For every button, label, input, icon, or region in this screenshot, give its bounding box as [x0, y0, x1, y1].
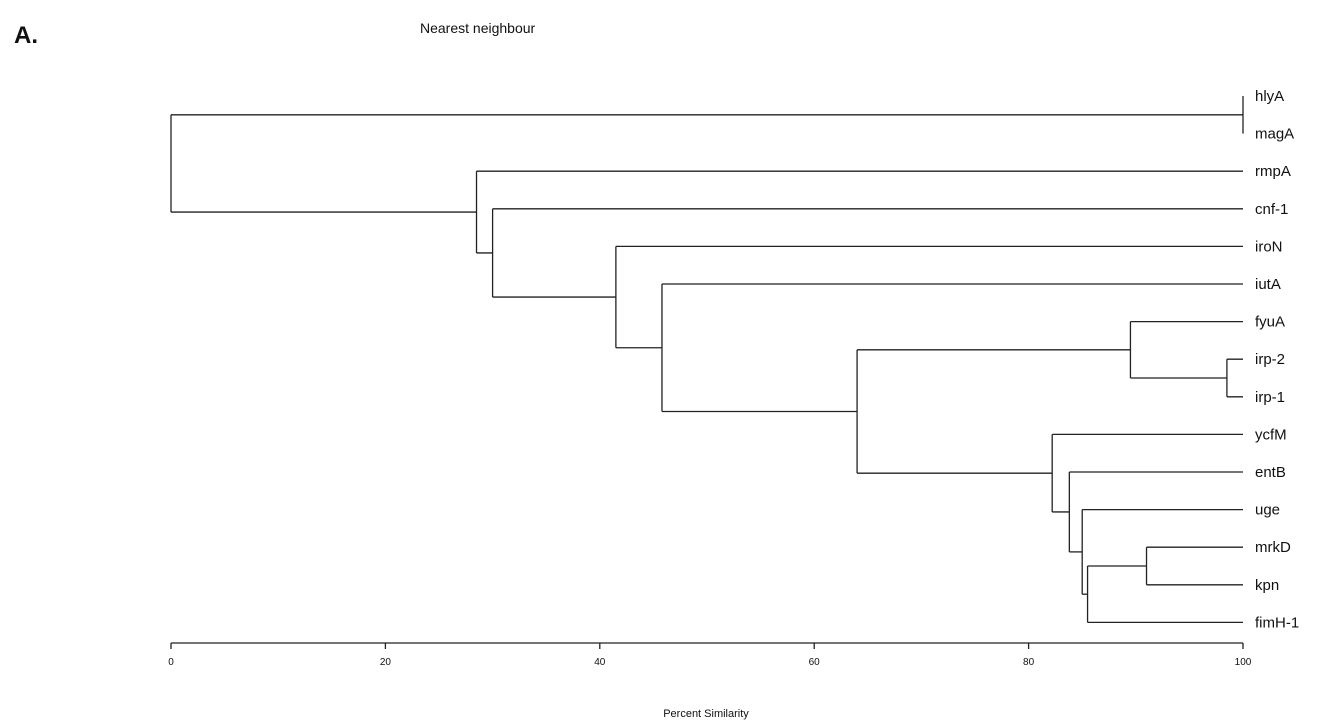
leaf-label-fimH-1: fimH-1 [1255, 614, 1299, 631]
leaf-label-entB: entB [1255, 464, 1286, 481]
x-tick-label-60: 60 [809, 657, 821, 668]
leaf-label-magA: magA [1255, 126, 1294, 143]
x-tick-label-20: 20 [380, 657, 392, 668]
leaf-label-iutA: iutA [1255, 276, 1281, 293]
leaf-label-iroN: iroN [1255, 238, 1283, 255]
leaf-label-mrkD: mrkD [1255, 539, 1291, 556]
x-tick-label-0: 0 [168, 657, 174, 668]
leaf-label-ycfM: ycfM [1255, 426, 1287, 443]
x-tick-label-80: 80 [1023, 657, 1035, 668]
leaf-label-kpn: kpn [1255, 577, 1279, 594]
leaf-label-cnf-1: cnf-1 [1255, 201, 1288, 218]
chart-title: Nearest neighbour [420, 20, 536, 36]
x-axis-title: Percent Similarity [663, 708, 749, 720]
x-tick-label-100: 100 [1235, 657, 1252, 668]
leaf-label-hlyA: hlyA [1255, 88, 1284, 105]
leaf-label-uge: uge [1255, 502, 1280, 519]
leaf-label-irp-2: irp-2 [1255, 351, 1285, 368]
leaf-label-irp-1: irp-1 [1255, 389, 1285, 406]
leaf-label-rmpA: rmpA [1255, 163, 1291, 180]
leaf-label-fyuA: fyuA [1255, 314, 1285, 331]
x-tick-label-40: 40 [594, 657, 606, 668]
panel-label: A. [14, 22, 38, 49]
